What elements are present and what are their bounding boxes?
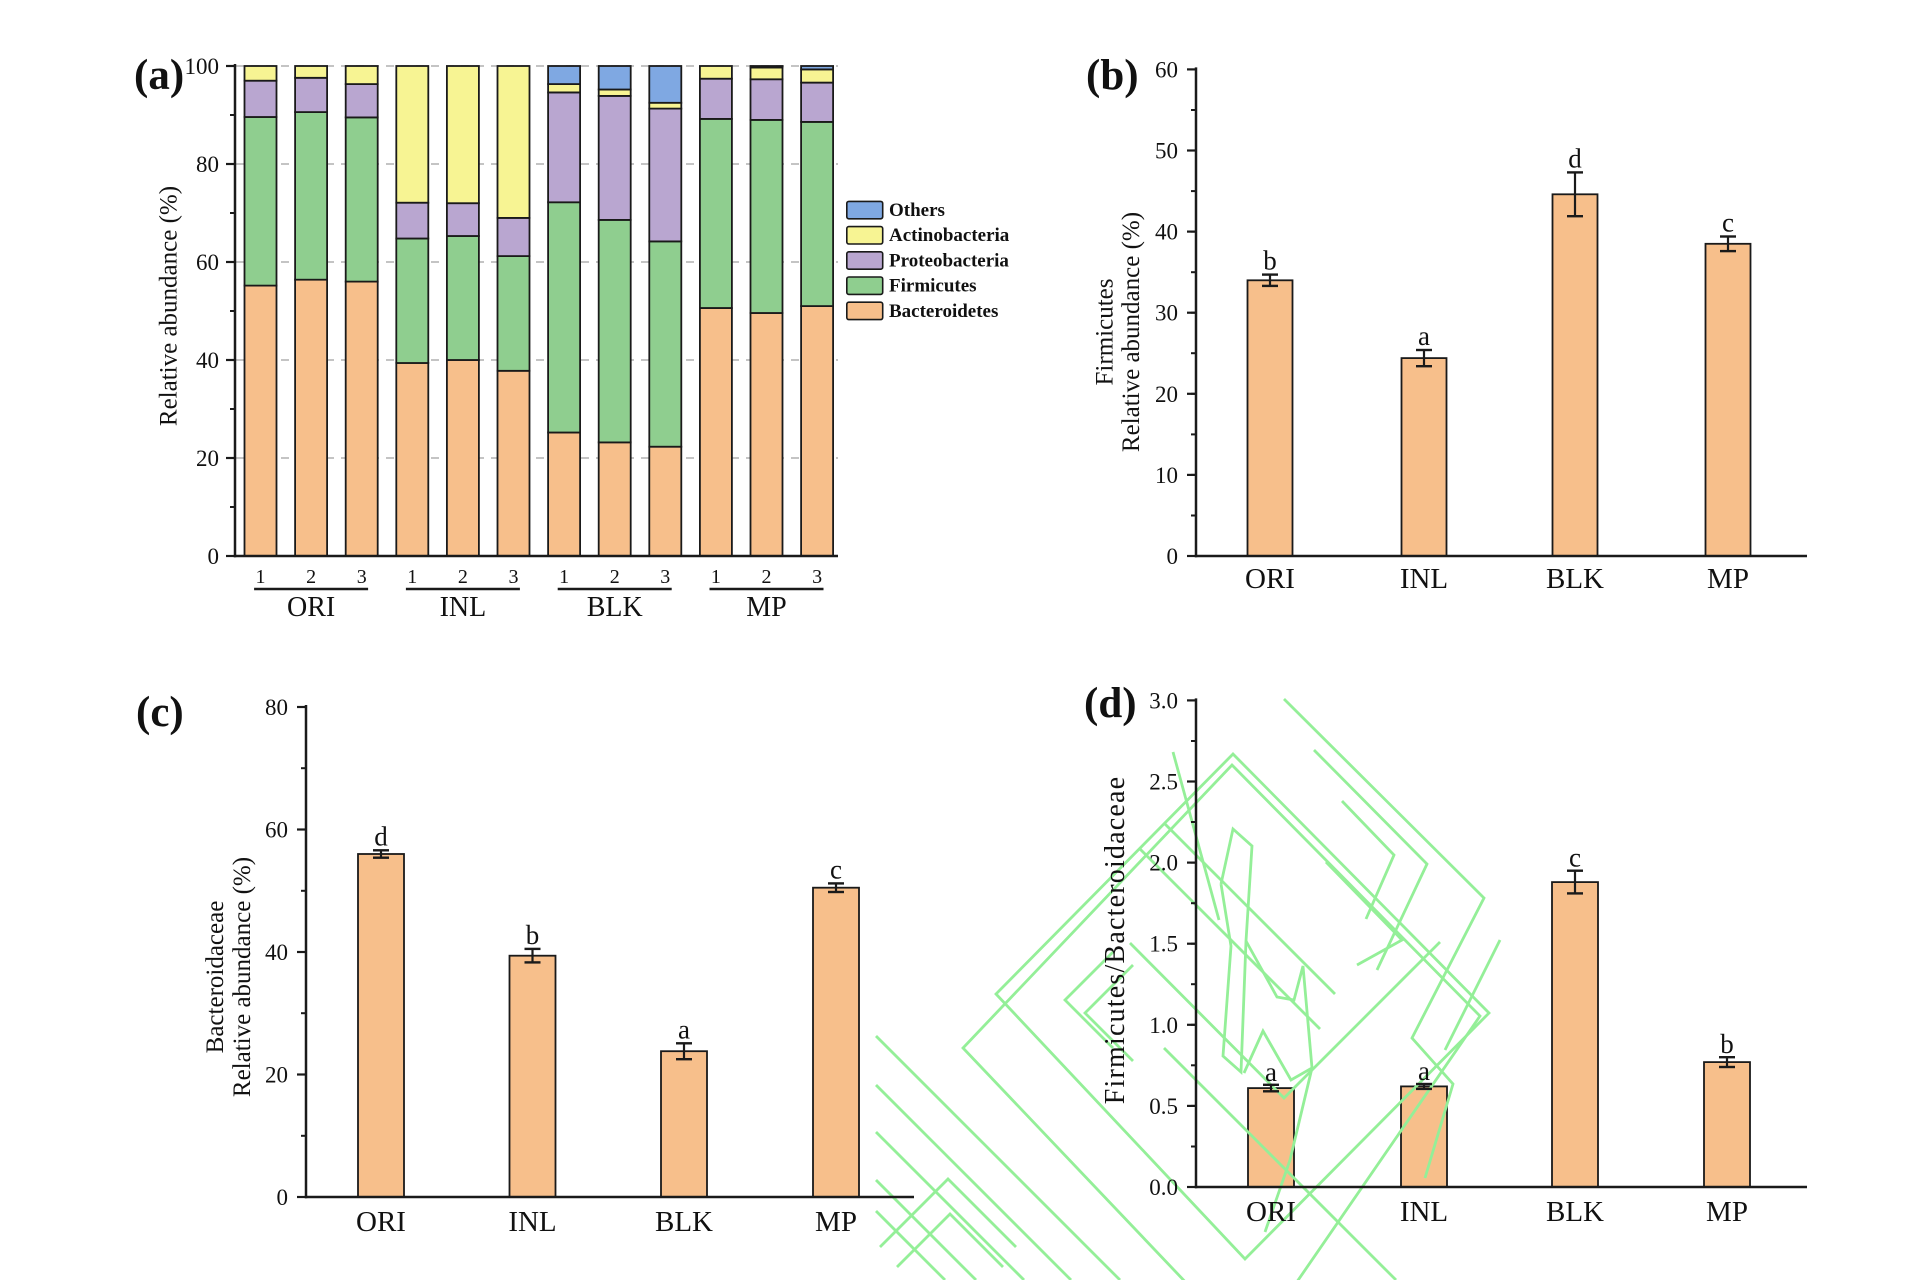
svg-text:60: 60: [196, 250, 219, 275]
svg-text:MP: MP: [1707, 563, 1749, 595]
svg-text:Firmicutes: Firmicutes: [1092, 279, 1119, 386]
svg-text:Relative abundance (%): Relative abundance (%): [156, 186, 183, 426]
svg-text:1: 1: [256, 566, 266, 588]
svg-text:0.5: 0.5: [1149, 1094, 1178, 1119]
svg-text:Others: Others: [889, 200, 945, 221]
svg-text:60: 60: [1155, 57, 1178, 82]
svg-text:ORI: ORI: [287, 592, 335, 623]
svg-text:a: a: [678, 1014, 690, 1044]
svg-text:2.0: 2.0: [1149, 851, 1178, 876]
svg-text:20: 20: [1155, 382, 1178, 407]
svg-text:0: 0: [208, 544, 220, 569]
svg-text:INL: INL: [1400, 563, 1448, 595]
svg-text:Firmicutes: Firmicutes: [889, 276, 977, 297]
svg-text:a: a: [1265, 1057, 1277, 1087]
svg-text:2: 2: [458, 566, 468, 588]
svg-text:40: 40: [265, 940, 288, 965]
svg-text:1: 1: [711, 566, 721, 588]
svg-text:Bacteroidaceae: Bacteroidaceae: [202, 901, 229, 1054]
svg-text:BLK: BLK: [587, 592, 643, 623]
svg-text:Relative abundance (%): Relative abundance (%): [229, 857, 256, 1097]
svg-text:3: 3: [812, 566, 822, 588]
svg-text:20: 20: [265, 1063, 288, 1088]
svg-text:3.0: 3.0: [1149, 688, 1178, 713]
svg-text:Proteobacteria: Proteobacteria: [889, 250, 1009, 271]
svg-text:10: 10: [1155, 463, 1178, 488]
svg-text:Bacteroidetes: Bacteroidetes: [889, 301, 998, 322]
svg-text:0: 0: [277, 1185, 289, 1210]
svg-text:2: 2: [306, 566, 316, 588]
svg-text:50: 50: [1155, 139, 1178, 164]
svg-text:0: 0: [1167, 544, 1179, 569]
svg-text:ORI: ORI: [1246, 1196, 1296, 1228]
svg-text:3: 3: [660, 566, 670, 588]
svg-text:100: 100: [185, 54, 220, 79]
svg-text:INL: INL: [440, 592, 487, 623]
svg-text:MP: MP: [815, 1206, 857, 1238]
svg-text:MP: MP: [746, 592, 786, 623]
svg-text:(b): (b): [1086, 52, 1139, 99]
svg-text:0.0: 0.0: [1149, 1175, 1178, 1200]
svg-text:60: 60: [265, 818, 288, 843]
svg-text:b: b: [526, 920, 540, 950]
svg-text:d: d: [1568, 143, 1582, 173]
svg-text:BLK: BLK: [1546, 1196, 1604, 1228]
svg-text:c: c: [1722, 208, 1734, 238]
svg-text:d: d: [374, 821, 388, 851]
svg-text:2: 2: [610, 566, 620, 588]
svg-text:b: b: [1263, 246, 1277, 276]
svg-text:3: 3: [509, 566, 519, 588]
svg-text:BLK: BLK: [1546, 563, 1604, 595]
svg-text:20: 20: [196, 446, 219, 471]
svg-text:1: 1: [559, 566, 569, 588]
svg-text:b: b: [1720, 1029, 1734, 1059]
svg-text:MP: MP: [1706, 1196, 1748, 1228]
svg-text:Relative abundance (%): Relative abundance (%): [1118, 212, 1145, 452]
svg-text:30: 30: [1155, 301, 1178, 326]
svg-text:(c): (c): [136, 689, 184, 736]
svg-text:1.5: 1.5: [1149, 932, 1178, 957]
svg-text:INL: INL: [1400, 1196, 1448, 1228]
svg-text:c: c: [1569, 843, 1581, 873]
svg-text:INL: INL: [508, 1206, 556, 1238]
svg-text:80: 80: [265, 695, 288, 720]
svg-text:Firmicutes/Bacteroidaceae: Firmicutes/Bacteroidaceae: [1100, 776, 1131, 1105]
svg-text:1: 1: [407, 566, 417, 588]
svg-text:2.5: 2.5: [1149, 770, 1178, 795]
svg-text:c: c: [830, 854, 842, 884]
svg-text:40: 40: [196, 348, 219, 373]
svg-text:Actinobacteria: Actinobacteria: [889, 225, 1010, 246]
svg-text:40: 40: [1155, 220, 1178, 245]
svg-text:(a): (a): [134, 52, 184, 99]
svg-text:1.0: 1.0: [1149, 1013, 1178, 1038]
svg-text:ORI: ORI: [1245, 563, 1295, 595]
svg-text:(d): (d): [1084, 680, 1137, 727]
svg-text:a: a: [1418, 321, 1430, 351]
svg-text:a: a: [1418, 1056, 1430, 1086]
svg-text:80: 80: [196, 152, 219, 177]
svg-text:2: 2: [762, 566, 772, 588]
svg-text:BLK: BLK: [655, 1206, 713, 1238]
svg-text:ORI: ORI: [356, 1206, 406, 1238]
svg-text:3: 3: [357, 566, 367, 588]
